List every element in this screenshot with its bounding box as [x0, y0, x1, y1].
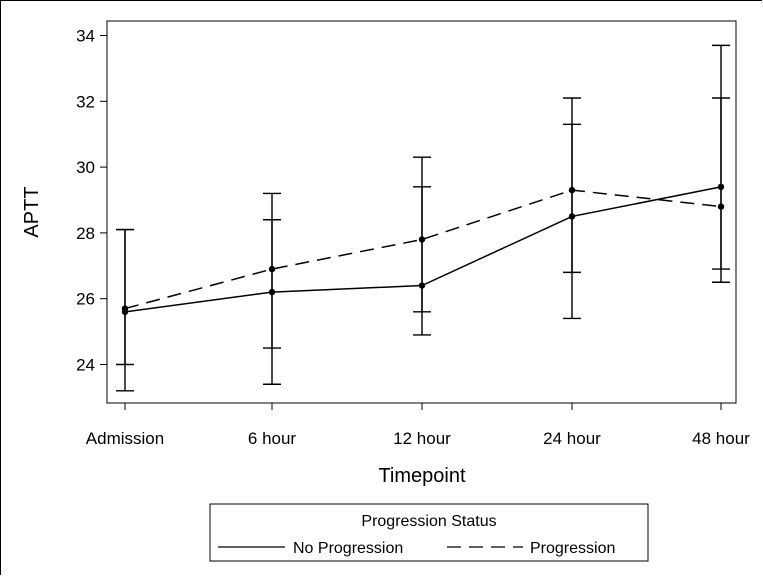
error-bars: [116, 44, 730, 392]
y-axis-title: APTT: [21, 186, 43, 237]
y-tick-label: 28: [76, 224, 95, 243]
data-point-0-2: [418, 282, 426, 289]
x-tick-label: 24 hour: [543, 429, 601, 448]
data-point-0-3: [568, 213, 576, 220]
y-tick-label: 34: [76, 27, 95, 46]
legend-title: Progression Status: [361, 513, 496, 530]
data-points: [121, 183, 725, 316]
x-axis: Admission 6 hour 12 hour 24 hour 48 hour: [86, 403, 750, 448]
x-tick-label: 12 hour: [393, 429, 451, 448]
legend: Progression Status No Progression Progre…: [209, 503, 649, 562]
y-axis: 24 26 28 30 32 34: [76, 27, 107, 375]
series-line-progression: [124, 189, 722, 310]
series-lines: [124, 186, 722, 313]
legend-label-no-progression: No Progression: [293, 540, 403, 557]
data-point-1-0: [121, 305, 129, 312]
series-line-no-progression: [124, 186, 722, 313]
y-tick-label: 30: [76, 158, 95, 177]
y-tick-label: 24: [76, 356, 95, 375]
data-point-0-4: [717, 183, 725, 191]
y-tick-label: 32: [76, 92, 95, 111]
data-point-1-2: [418, 236, 426, 243]
x-axis-title: Timepoint: [378, 465, 466, 487]
y-tick-label: 26: [76, 290, 95, 309]
data-point-1-4: [717, 203, 725, 210]
data-point-1-1: [268, 265, 276, 273]
x-tick-label: 48 hour: [692, 429, 750, 448]
legend-box: [209, 503, 649, 562]
data-point-0-1: [268, 288, 276, 296]
legend-label-progression: Progression: [530, 540, 615, 557]
x-tick-label: Admission: [86, 429, 164, 448]
data-point-1-3: [568, 186, 576, 194]
x-tick-label: 6 hour: [248, 429, 297, 448]
